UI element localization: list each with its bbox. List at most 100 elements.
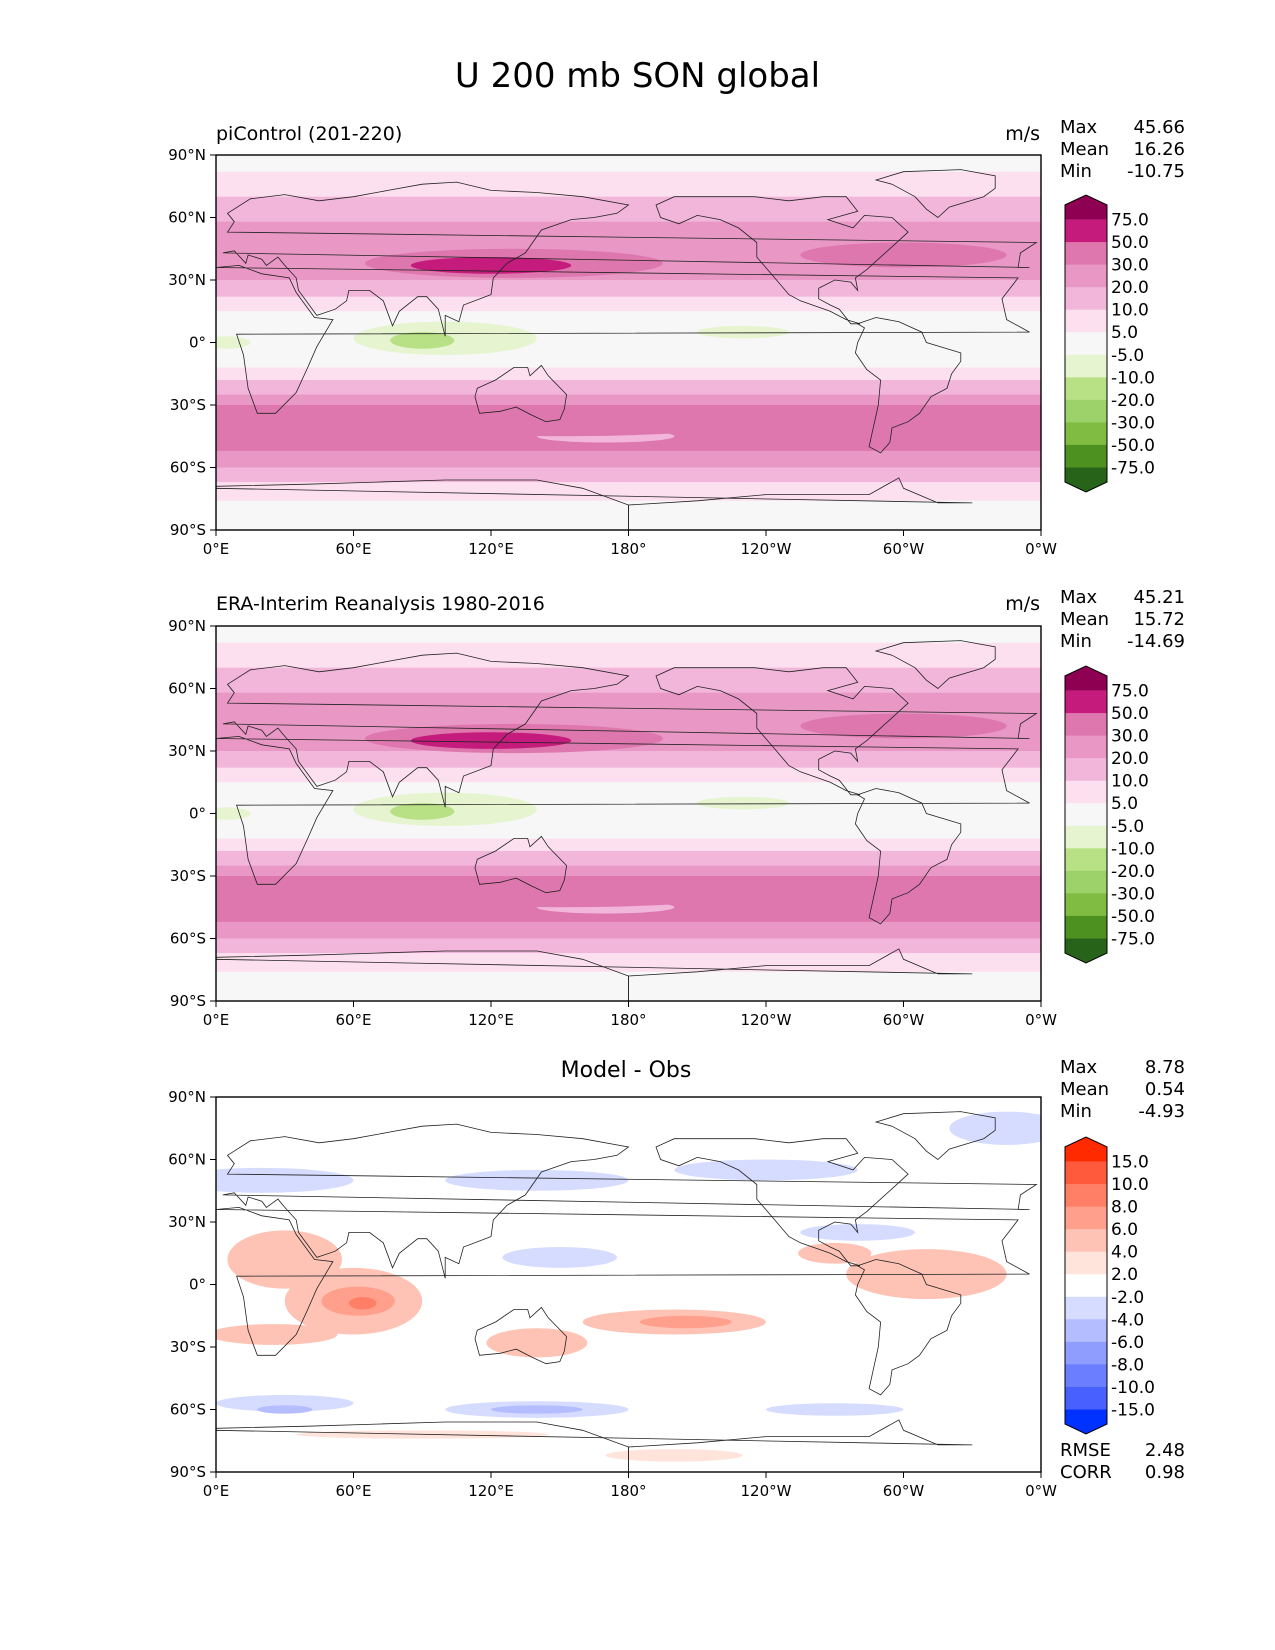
panel-2-mean-label: Mean bbox=[1060, 609, 1110, 630]
colorbar-level-label: 30.0 bbox=[1111, 727, 1149, 747]
y-tick-label: 30°N bbox=[168, 271, 206, 289]
colorbar-swatch bbox=[1065, 422, 1107, 446]
colorbar-outline bbox=[1064, 194, 1108, 493]
colorbar-swatch bbox=[1065, 1341, 1107, 1365]
coastline-australia bbox=[474, 835, 568, 894]
contour-region bbox=[800, 242, 1007, 268]
contour-band bbox=[216, 767, 1041, 783]
panel-3-corr-value: 0.98 bbox=[1144, 1462, 1185, 1483]
colorbar-level-label: 10.0 bbox=[1111, 1175, 1149, 1195]
coastline-eurasia bbox=[222, 1123, 1038, 1279]
y-tick-label: 0° bbox=[189, 1276, 206, 1294]
colorbar-swatch bbox=[1065, 1319, 1107, 1343]
contour-band bbox=[216, 380, 1041, 396]
colorbar-swatch bbox=[1065, 758, 1107, 782]
contour-region bbox=[348, 1297, 377, 1310]
coastline-antarctica-coast-w bbox=[216, 477, 973, 530]
contour-band bbox=[216, 196, 1041, 223]
colorbar-swatch bbox=[1065, 848, 1107, 872]
colorbar-swatch bbox=[1065, 219, 1107, 243]
colorbar-swatch bbox=[1065, 377, 1107, 401]
contour-band bbox=[216, 782, 1041, 839]
colorbar-level-label: 20.0 bbox=[1111, 749, 1149, 769]
colorbar-swatch bbox=[1065, 1274, 1107, 1298]
colorbar-swatch bbox=[1065, 444, 1107, 468]
contour-region bbox=[490, 1405, 583, 1414]
panel-1-min-label: Min bbox=[1060, 161, 1092, 182]
coastline-africa bbox=[216, 264, 1030, 414]
colorbar-level-label: 5.0 bbox=[1111, 323, 1138, 343]
y-tick-label: 90°N bbox=[168, 617, 206, 635]
y-tick-label: 90°S bbox=[170, 992, 206, 1010]
y-tick-label: 0° bbox=[189, 805, 206, 823]
x-tick-label: 0°E bbox=[203, 540, 230, 558]
colorbar-1: 75.050.0 30.020.0 10.05.0 -5.0-10.0 -20.0-30… bbox=[1064, 194, 1155, 493]
coastline-antarctica-coast-w bbox=[216, 948, 973, 1001]
colorbar-level-label: 2.0 bbox=[1111, 1265, 1138, 1285]
contour-region bbox=[605, 1449, 744, 1462]
x-tick-label: 120°E bbox=[468, 1011, 514, 1029]
colorbar-level-label: 50.0 bbox=[1111, 233, 1149, 253]
contour-band bbox=[216, 751, 1041, 769]
colorbar-level-label: 10.0 bbox=[1111, 772, 1149, 792]
colorbar-swatch bbox=[1065, 735, 1107, 759]
colorbar-level-label: -75.0 bbox=[1111, 929, 1155, 949]
coastline-south-america bbox=[854, 788, 962, 925]
x-tick-label: 120°W bbox=[741, 540, 792, 558]
panel-1-max-value: 45.66 bbox=[1133, 117, 1185, 138]
y-tick-label: 60°S bbox=[170, 930, 206, 948]
x-tick-label: 180° bbox=[610, 540, 646, 558]
panel-2-units: m/s bbox=[1005, 593, 1040, 615]
colorbar-level-label: 5.0 bbox=[1111, 794, 1138, 814]
colorbar-swatch bbox=[1065, 309, 1107, 333]
coastline-africa bbox=[216, 735, 1030, 885]
colorbar-swatch bbox=[1065, 1206, 1107, 1230]
panel-3-rmse-label: RMSE bbox=[1060, 1440, 1111, 1461]
contour-region bbox=[216, 1394, 354, 1412]
y-tick-label: 30°N bbox=[168, 742, 206, 760]
contour-band bbox=[216, 311, 1041, 368]
panel-3-rmse-value: 2.48 bbox=[1144, 1440, 1185, 1461]
x-tick-label: 0°W bbox=[1025, 540, 1057, 558]
y-tick-label: 30°S bbox=[170, 867, 206, 885]
coastline-north-america bbox=[655, 667, 909, 796]
figure-title: U 200 mb SON global bbox=[454, 56, 821, 96]
y-tick-label: 60°N bbox=[168, 680, 206, 698]
map-panel-3: 0°E 60°E 120°E 180° 120°W 60°W 0°W 90°N 60°N 30°N… bbox=[168, 1088, 1155, 1500]
colorbar-level-label: 30.0 bbox=[1111, 256, 1149, 276]
colorbar-swatch bbox=[1065, 1409, 1107, 1434]
coastline-greenland bbox=[874, 169, 996, 219]
colorbar-swatch bbox=[1065, 1137, 1107, 1162]
y-tick-label: 60°N bbox=[168, 1151, 206, 1169]
x-tick-label: 60°W bbox=[883, 1011, 925, 1029]
x-tick-label: 180° bbox=[610, 1011, 646, 1029]
contour-region bbox=[257, 1405, 313, 1414]
map-field-3 bbox=[216, 1097, 1041, 1472]
colorbar-swatch bbox=[1065, 803, 1107, 827]
contour-region bbox=[216, 336, 251, 349]
colorbar-level-label: 75.0 bbox=[1111, 682, 1149, 702]
panel-3-max-value: 8.78 bbox=[1144, 1057, 1185, 1078]
colorbar-level-label: -50.0 bbox=[1111, 436, 1155, 456]
contour-region bbox=[410, 732, 572, 749]
colorbar-level-label: -10.0 bbox=[1111, 368, 1155, 388]
colorbar-swatch bbox=[1065, 332, 1107, 356]
x-tick-label: 60°W bbox=[883, 1482, 925, 1500]
colorbar-swatch bbox=[1065, 1251, 1107, 1275]
colorbar-level-label: -6.0 bbox=[1111, 1333, 1144, 1353]
y-tick-label: 0° bbox=[189, 334, 206, 352]
contour-region bbox=[390, 803, 455, 820]
x-tick-label: 120°W bbox=[741, 1482, 792, 1500]
panel-2-mean-value: 15.72 bbox=[1133, 609, 1185, 630]
colorbar-level-label: 8.0 bbox=[1111, 1198, 1138, 1218]
colorbar-level-label: 75.0 bbox=[1111, 211, 1149, 231]
panel-3-max-label: Max bbox=[1060, 1057, 1098, 1078]
contour-region bbox=[766, 1403, 904, 1416]
x-tick-label: 180° bbox=[610, 1482, 646, 1500]
map-field-1 bbox=[216, 155, 1041, 530]
colorbar-swatch bbox=[1065, 938, 1107, 963]
colorbar-level-label: -75.0 bbox=[1111, 458, 1155, 478]
colorbar-swatch bbox=[1065, 1364, 1107, 1388]
coastline-eurasia bbox=[222, 181, 1038, 337]
